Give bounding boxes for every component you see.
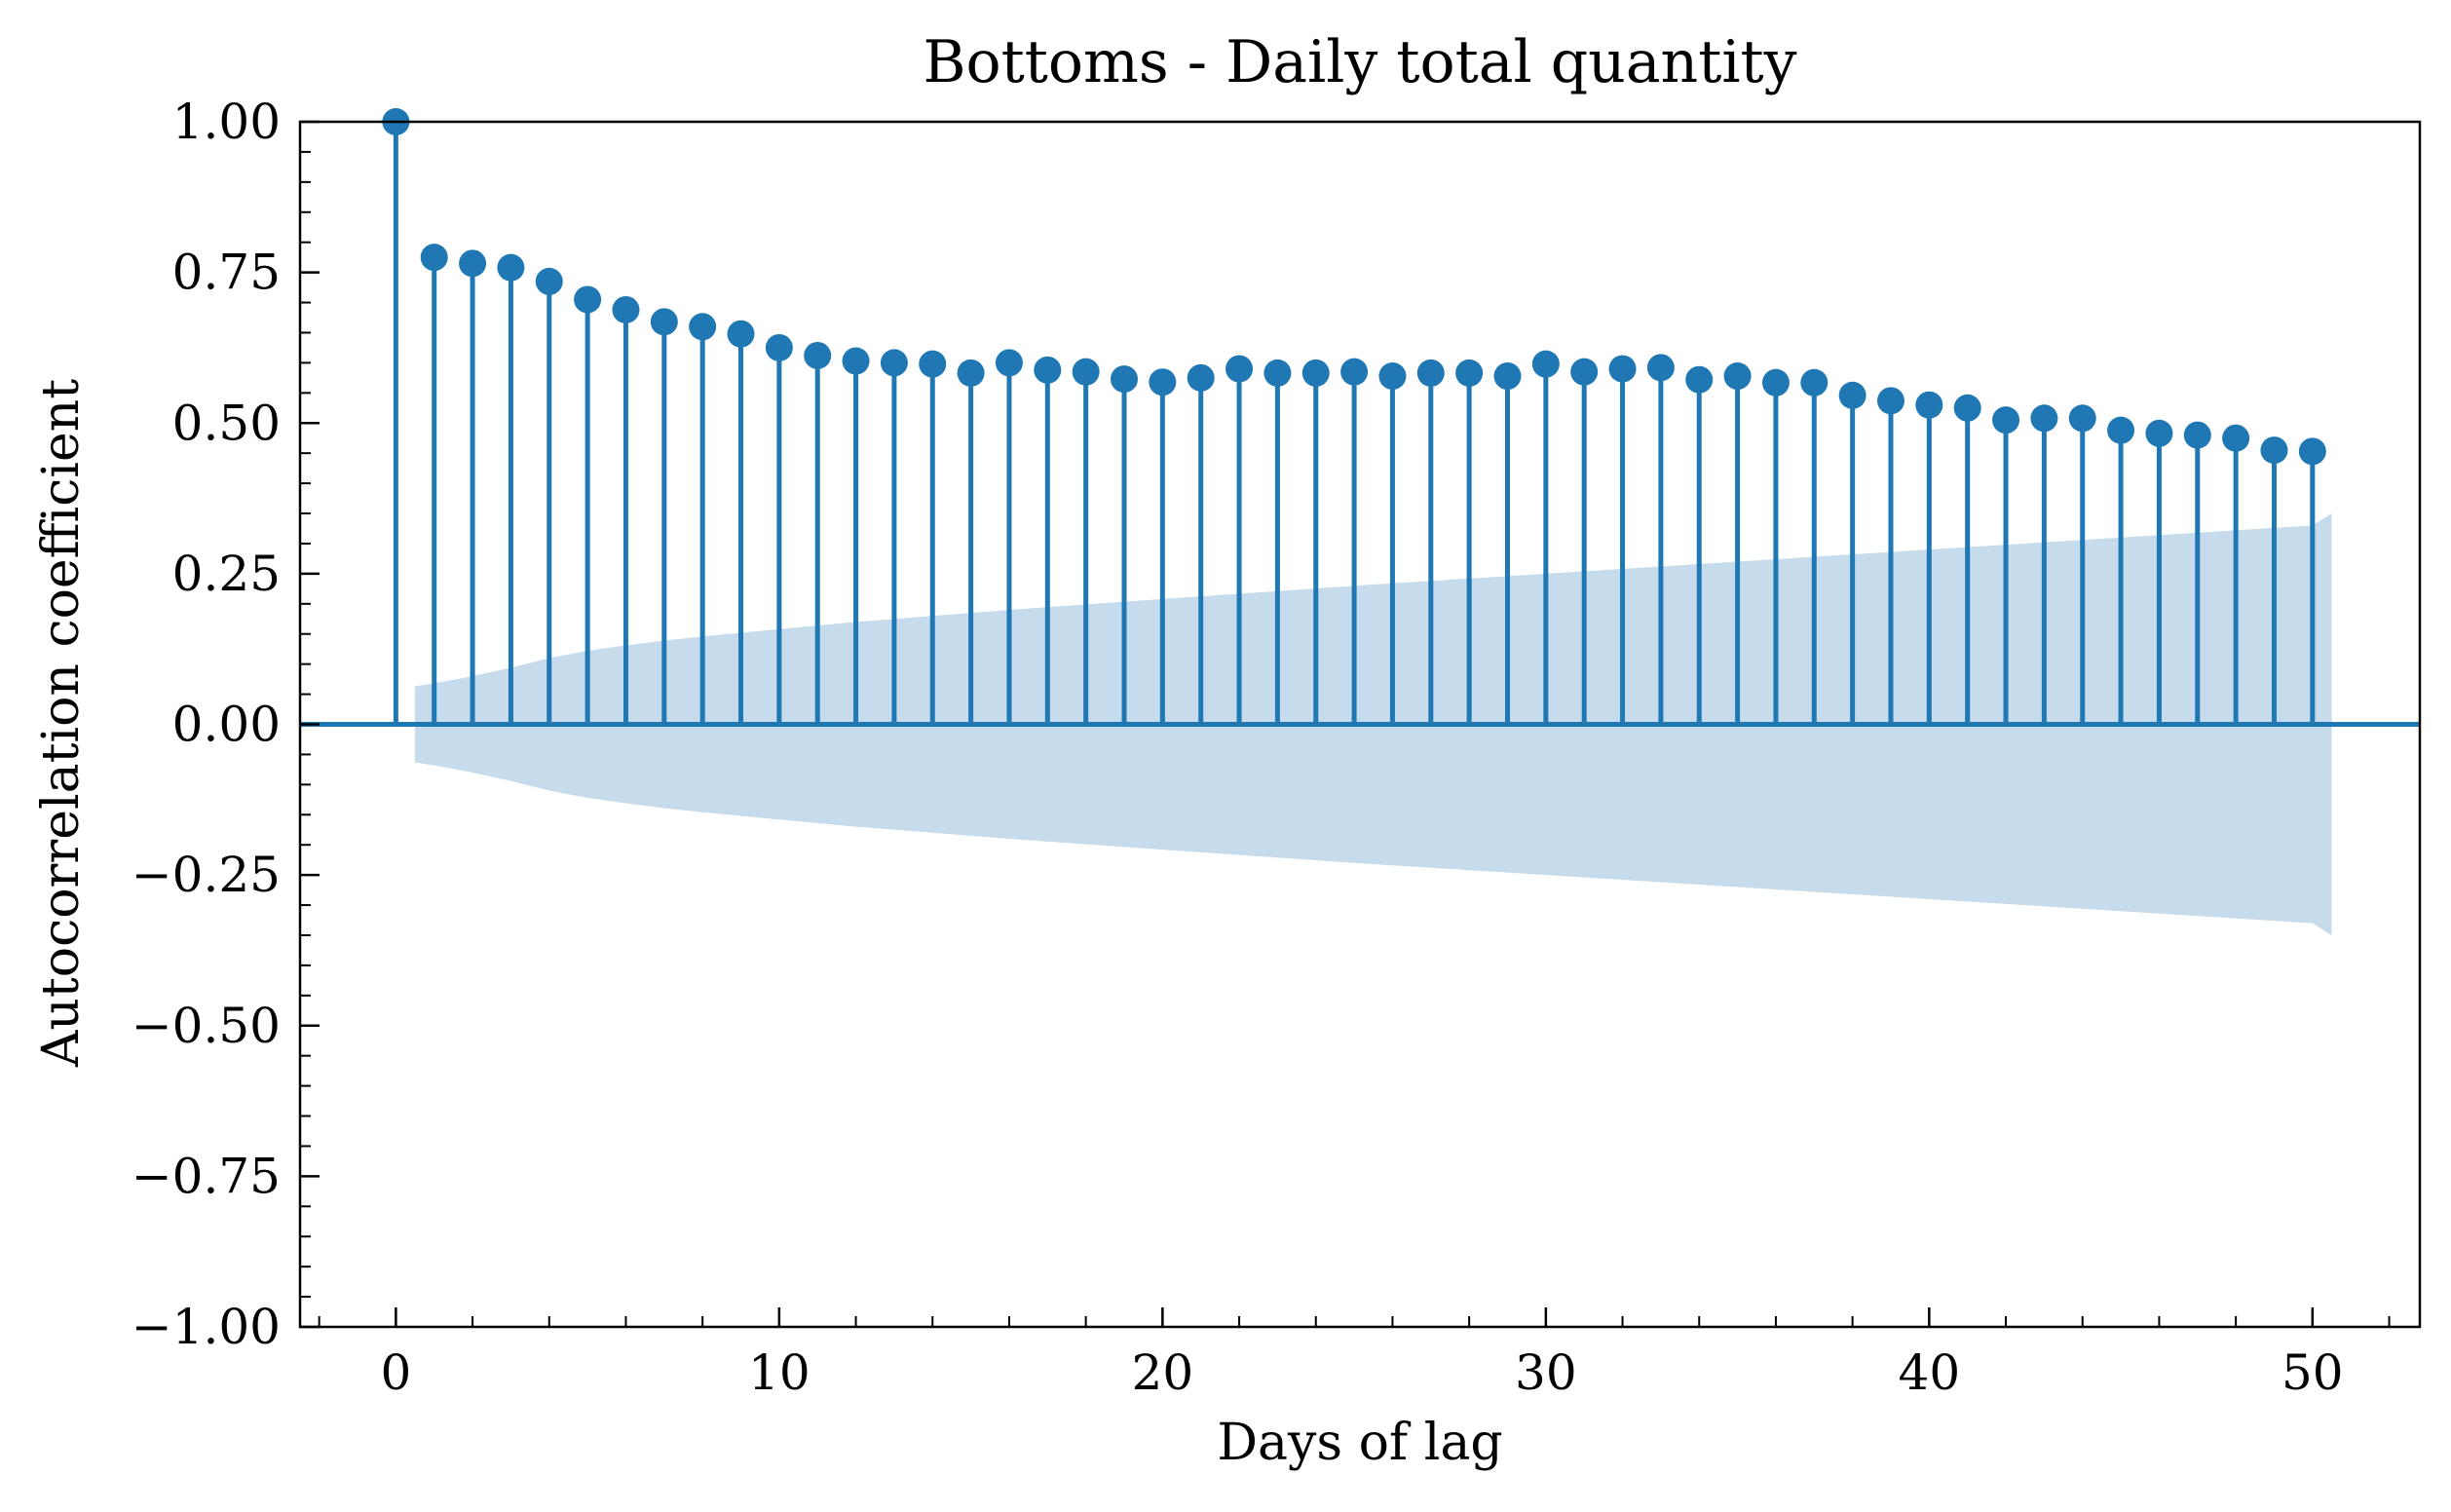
stem-marker (1953, 394, 1981, 422)
stem-marker (1493, 362, 1522, 391)
stem-marker (689, 313, 717, 341)
y-tick-label: 0.75 (172, 245, 281, 301)
stem-marker (2145, 419, 2173, 447)
y-tick-label: −0.75 (132, 1148, 281, 1204)
stem-marker (1187, 363, 1215, 392)
x-tick-label: 50 (2281, 1344, 2344, 1401)
axes-layer: −1.00 −0.75 −0.50 −0.25 0.00 0.25 0.50 0.75 1.00… (132, 94, 2422, 1401)
stem-marker (1034, 356, 1062, 384)
y-tick-label: −0.25 (132, 847, 281, 903)
stem-marker (535, 267, 563, 295)
y-tick-label: 0.50 (172, 395, 281, 451)
stem-layer (300, 108, 2420, 727)
y-tick-label: 1.00 (172, 94, 281, 150)
stem-marker (1072, 358, 1100, 386)
y-tick-label: −1.00 (132, 1299, 281, 1355)
x-tick-label: 30 (1515, 1344, 1577, 1401)
stem-marker (1263, 359, 1292, 387)
chart-title: Bottoms - Daily total quantity (923, 28, 1796, 96)
stem-marker (1800, 368, 1829, 397)
stem-marker (957, 359, 985, 387)
stem-marker (650, 308, 678, 336)
stem-marker (1915, 391, 1943, 419)
stem-marker (1301, 359, 1330, 387)
x-tick-label: 40 (1899, 1344, 1961, 1401)
stem-marker (1838, 381, 1867, 409)
stem-marker (1685, 365, 1714, 394)
stem-marker (2107, 416, 2135, 444)
x-axis-label: Days of lag (1217, 1414, 1502, 1472)
y-tick-label: 0.25 (172, 546, 281, 602)
stem-marker (1992, 406, 2020, 435)
stem-marker (1416, 359, 1445, 387)
stem-marker (880, 349, 908, 377)
stem-marker (2222, 424, 2250, 452)
stem-marker (2183, 421, 2211, 449)
stem-marker (2260, 436, 2288, 465)
stem-marker (1570, 358, 1599, 386)
stem-marker (1531, 350, 1560, 378)
stem-marker (574, 285, 602, 314)
stem-marker (1340, 358, 1369, 386)
y-tick-label: −0.50 (132, 998, 281, 1054)
stem-marker (2298, 437, 2326, 466)
stem-marker (2068, 404, 2096, 433)
stem-marker (727, 320, 755, 348)
stem-marker (842, 347, 870, 375)
stem-marker (1455, 359, 1484, 387)
stem-marker (919, 350, 947, 378)
stem-marker (459, 249, 487, 278)
stem-marker (2030, 404, 2058, 433)
stem-marker (995, 349, 1023, 377)
stem-marker (1608, 355, 1637, 383)
x-tick-label: 10 (748, 1344, 811, 1401)
stem-marker (497, 253, 525, 282)
stem-marker (1149, 368, 1177, 397)
stem-marker (420, 244, 448, 272)
x-tick-label: 0 (380, 1344, 411, 1401)
stem-marker (1378, 362, 1407, 391)
stem-marker (612, 295, 640, 323)
stem-marker (1761, 368, 1790, 397)
stem-marker (1111, 365, 1139, 394)
x-tick-label: 20 (1132, 1344, 1194, 1401)
stem-marker (1226, 355, 1254, 383)
stem-marker (1646, 354, 1675, 382)
stem-marker (804, 341, 832, 369)
y-axis-label: Autocorrelation coefficient (32, 379, 91, 1068)
y-tick-label: 0.00 (172, 697, 281, 753)
stem-marker (1876, 387, 1904, 415)
stem-marker (765, 333, 793, 361)
stem-marker (1723, 362, 1752, 391)
